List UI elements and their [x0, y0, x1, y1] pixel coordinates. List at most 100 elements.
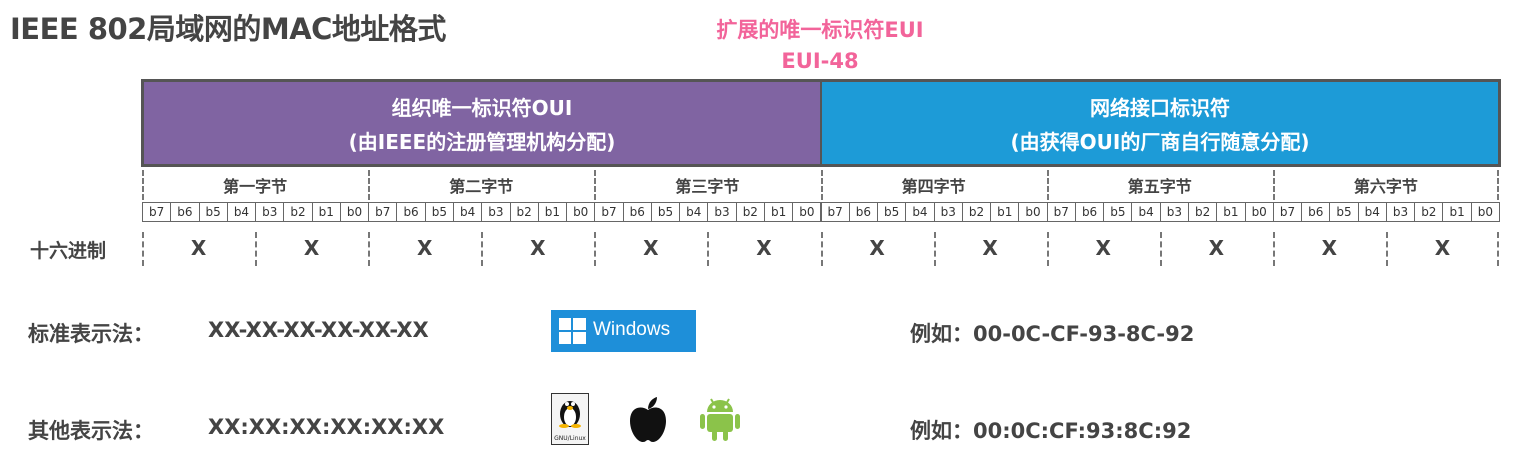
- bit-cell: b7: [1046, 202, 1076, 222]
- bit-cell: b1: [1442, 202, 1472, 222]
- bit-cell: b4: [1131, 202, 1161, 222]
- nic-note: (由获得OUI的厂商自行随意分配): [1010, 130, 1310, 154]
- byte-divider: [1497, 170, 1499, 200]
- other-notation-label: 其他表示法：: [28, 419, 154, 443]
- windows-label: Windows: [593, 319, 671, 340]
- nibble-divider: [1385, 232, 1388, 266]
- bit-cell: b6: [848, 202, 879, 222]
- bit-cell: b4: [452, 202, 483, 222]
- byte-divider: [594, 170, 597, 200]
- bit-cell: b1: [990, 202, 1020, 222]
- bit-cell: b6: [1301, 202, 1331, 222]
- android-icon: [700, 398, 740, 441]
- bit-cell: b0: [792, 202, 822, 222]
- nibble-divider: [255, 232, 258, 266]
- bit-row: b7 b6 b5 b4 b3 b2 b1 b0 b7 b6 b5 b4 b3 b2 b1 b0 b7 b6 b5 b4…: [142, 202, 1500, 224]
- byte-divider: [142, 170, 144, 200]
- bit-cell: b5: [424, 202, 454, 222]
- bit-cell: b2: [961, 202, 992, 222]
- byte-label: 第一字节: [223, 177, 288, 196]
- byte-divider: [368, 170, 371, 200]
- bit-cell: b7: [142, 202, 172, 222]
- bit-cell: b7: [820, 202, 850, 222]
- hex-divider: [1272, 232, 1275, 266]
- hex-divider: [1046, 232, 1049, 266]
- hex-digit: X: [1321, 236, 1338, 260]
- bit-cell: b2: [509, 202, 539, 222]
- bit-cell: b4: [226, 202, 257, 222]
- bit-cell: b4: [679, 202, 709, 222]
- bit-cell: b0: [339, 202, 370, 222]
- bit-cell: b1: [537, 202, 568, 222]
- bit-cell: b1: [1216, 202, 1246, 222]
- bit-cell: b0: [1244, 202, 1274, 222]
- bit-cell: b1: [763, 202, 794, 222]
- oui-title: 组织唯一标识符OUI: [391, 96, 573, 120]
- bit-cell: b6: [1074, 202, 1105, 222]
- bit-cell: b7: [1272, 202, 1303, 222]
- hex-digit: X: [303, 236, 320, 260]
- other-notation-format: XX:XX:XX:XX:XX:XX: [208, 415, 445, 439]
- bit-cell: b5: [1103, 202, 1133, 222]
- standard-notation-format: XX-XX-XX-XX-XX-XX: [208, 318, 429, 342]
- bit-cell: b6: [622, 202, 652, 222]
- oui-note: (由IEEE的注册管理机构分配): [348, 130, 616, 154]
- bit-cell: b6: [170, 202, 200, 222]
- byte-label: 第六字节: [1353, 177, 1418, 196]
- nibble-divider: [481, 232, 484, 266]
- bit-cell: b0: [1018, 202, 1048, 222]
- linux-caption: GNU/Linux: [554, 435, 586, 442]
- bit-cell: b5: [650, 202, 681, 222]
- hex-divider: [142, 232, 144, 266]
- eui48-label: EUI-48: [781, 49, 859, 73]
- oui-box: 组织唯一标识符OUI (由IEEE的注册管理机构分配): [144, 82, 820, 164]
- tux-icon: [559, 401, 581, 428]
- bit-cell: b2: [1414, 202, 1444, 222]
- byte-label: 第五字节: [1127, 177, 1192, 196]
- byte-divider: [1046, 170, 1049, 200]
- bit-cell: b7: [594, 202, 624, 222]
- nic-box: 网络接口标识符 (由获得OUI的厂商自行随意分配): [822, 82, 1498, 164]
- windows-logo: Windows: [551, 310, 696, 352]
- nic-title: 网络接口标识符: [1090, 96, 1230, 120]
- standard-notation-example: 例如：00-0C-CF-93-8C-92: [910, 322, 1195, 346]
- hex-digit: X: [190, 236, 207, 260]
- bit-cell: b3: [933, 202, 963, 222]
- bit-cell: b3: [481, 202, 511, 222]
- byte-label: 第三字节: [675, 177, 740, 196]
- eui-label: 扩展的唯一标识符EUI: [716, 18, 924, 42]
- bit-cell: b3: [255, 202, 285, 222]
- apple-icon: [630, 397, 666, 442]
- bit-cell: b2: [735, 202, 765, 222]
- hex-label: 十六进制: [30, 240, 107, 262]
- bit-cell: b2: [1188, 202, 1218, 222]
- byte-label: 第二字节: [449, 177, 514, 196]
- windows-icon: [559, 318, 586, 344]
- bit-cell: b1: [311, 202, 341, 222]
- hex-divider: [594, 232, 597, 266]
- byte-divider: [1272, 170, 1275, 200]
- bit-cell: b5: [877, 202, 907, 222]
- hex-digit: X: [530, 236, 546, 260]
- hex-digit: X: [756, 236, 772, 260]
- bit-cell: b6: [396, 202, 426, 222]
- standard-notation-label: 标准表示法：: [28, 322, 154, 346]
- hex-digit: X: [643, 236, 659, 260]
- bit-cell: b2: [283, 202, 313, 222]
- bit-cell: b4: [1357, 202, 1387, 222]
- hex-digit: X: [1434, 236, 1451, 260]
- hex-digit: X: [1208, 236, 1224, 260]
- byte-label: 第四字节: [901, 177, 966, 196]
- bit-cell: b5: [1329, 202, 1359, 222]
- bit-cell: b0: [1470, 202, 1500, 222]
- bit-cell: b3: [1385, 202, 1416, 222]
- hex-divider: [820, 232, 823, 266]
- bit-cell: b3: [707, 202, 737, 222]
- nibble-divider: [933, 232, 936, 266]
- other-notation-example: 例如：00:0C:CF:93:8C:92: [910, 419, 1192, 443]
- hex-digit: X: [982, 236, 998, 260]
- hex-digit: X: [869, 236, 885, 260]
- bit-cell: b4: [905, 202, 935, 222]
- bit-cell: b7: [368, 202, 398, 222]
